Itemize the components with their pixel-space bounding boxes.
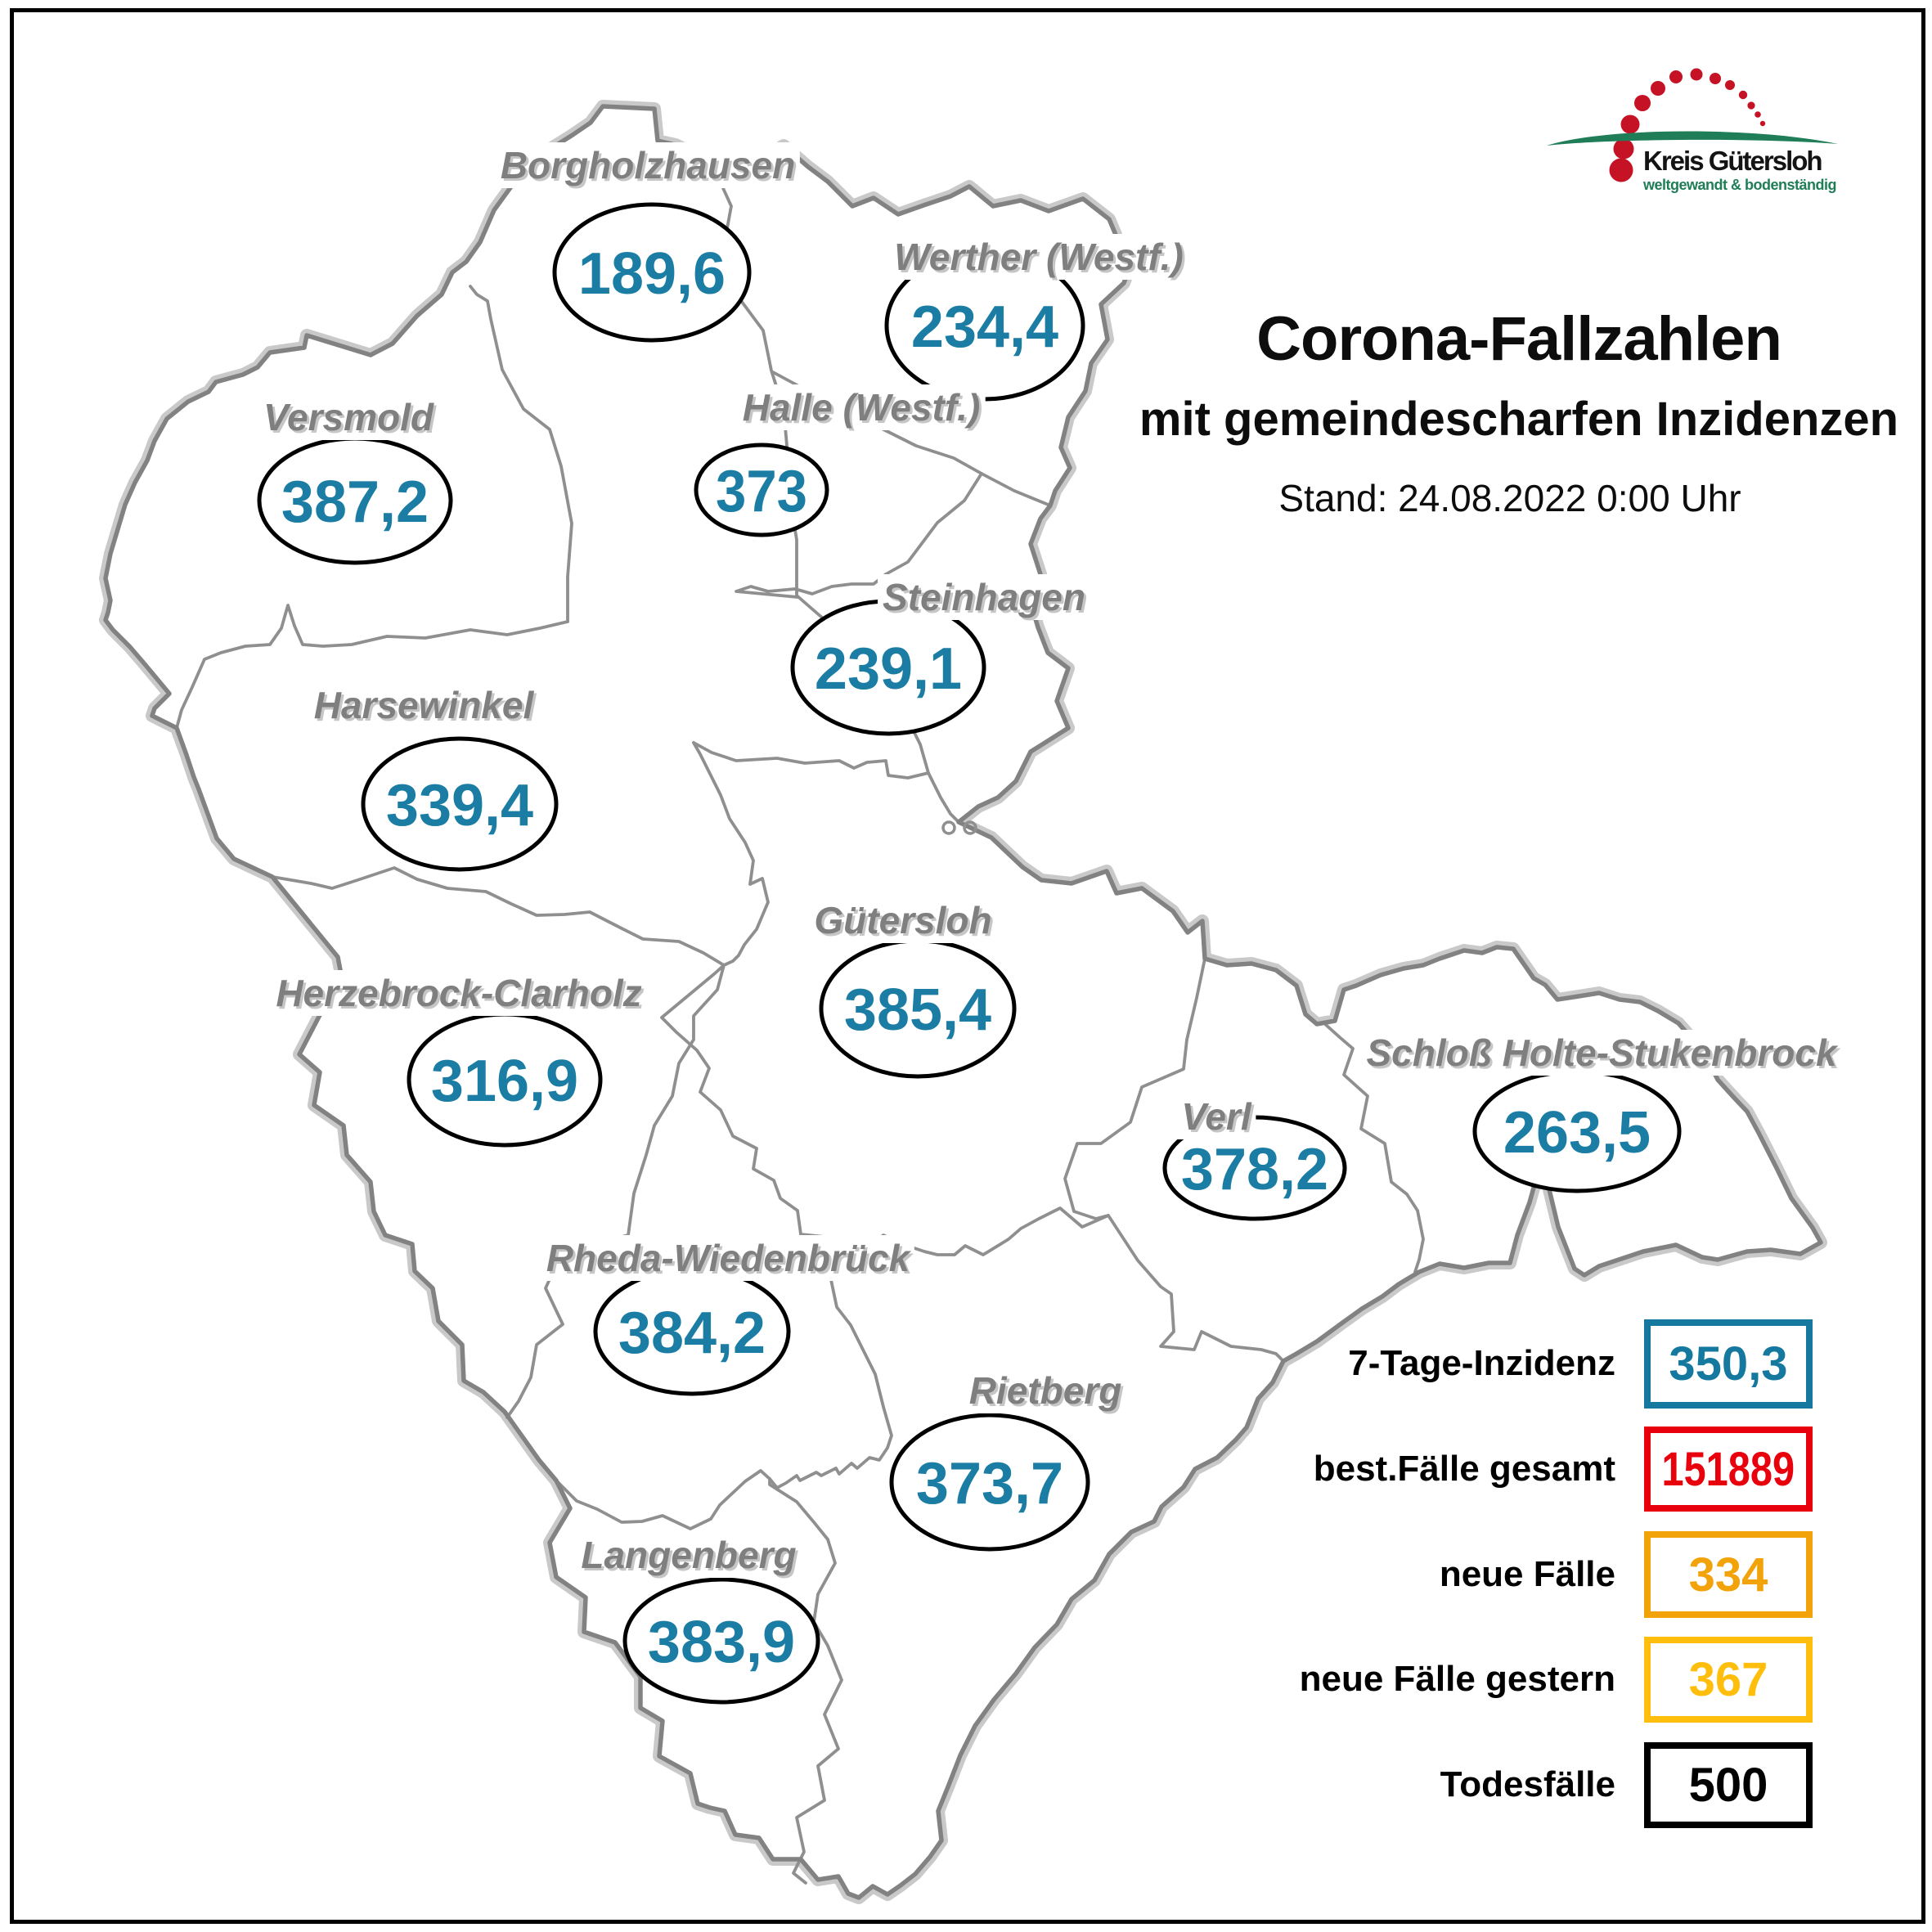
svg-text:384,2: 384,2	[618, 1301, 766, 1366]
svg-text:373,7: 373,7	[916, 1451, 1063, 1516]
svg-text:263,5: 263,5	[1503, 1100, 1651, 1166]
svg-text:234,4: 234,4	[911, 294, 1058, 360]
svg-text:316,9: 316,9	[431, 1049, 578, 1114]
svg-text:378,2: 378,2	[1181, 1137, 1328, 1202]
svg-text:385,4: 385,4	[844, 977, 991, 1043]
svg-text:339,4: 339,4	[386, 773, 533, 838]
svg-text:239,1: 239,1	[815, 636, 962, 702]
svg-text:373: 373	[716, 459, 807, 524]
svg-text:383,9: 383,9	[648, 1610, 795, 1675]
svg-text:189,6: 189,6	[578, 241, 726, 307]
svg-text:387,2: 387,2	[281, 470, 429, 535]
